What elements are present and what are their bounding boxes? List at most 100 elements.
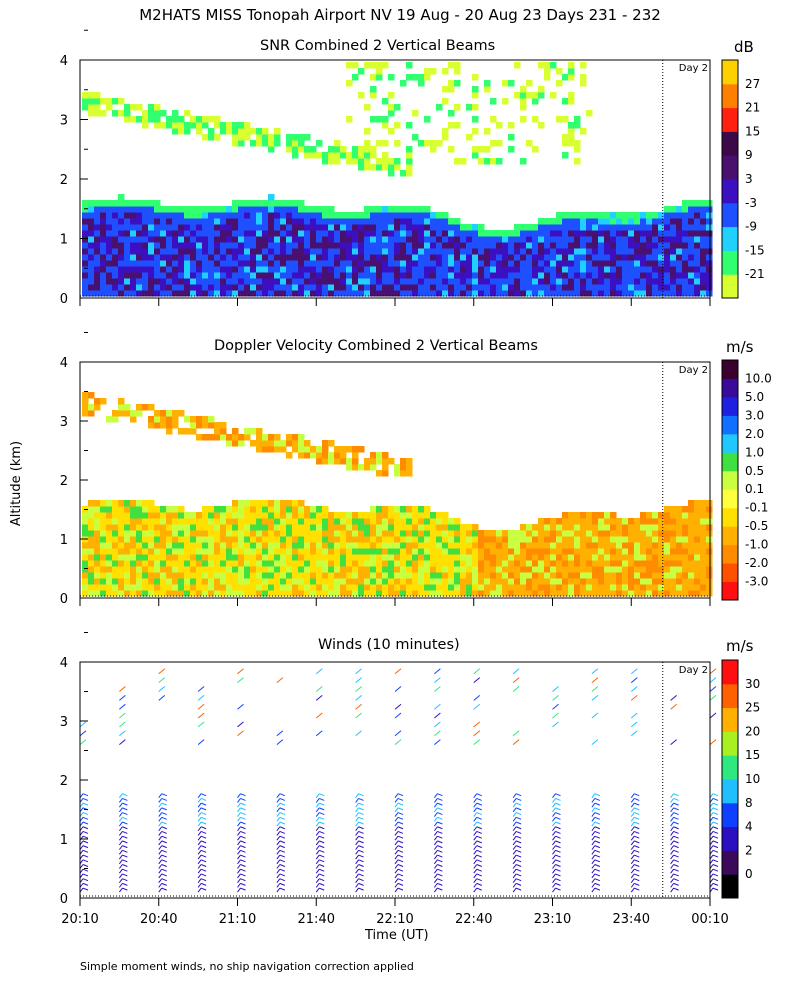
data-cell <box>220 230 227 237</box>
data-cell <box>238 278 245 285</box>
data-cell <box>370 458 377 465</box>
data-cell <box>136 506 143 513</box>
data-cell <box>628 266 635 273</box>
colorbar-swatch <box>722 202 738 228</box>
data-cell <box>334 518 341 525</box>
data-cell <box>256 254 263 261</box>
data-cell <box>496 584 503 591</box>
data-cell <box>586 542 593 549</box>
wind-barb <box>200 868 207 872</box>
wind-barb <box>158 807 163 813</box>
data-cell <box>298 218 305 225</box>
data-cell <box>646 260 653 267</box>
data-cell <box>208 530 215 537</box>
wind-barb <box>319 882 325 886</box>
data-cell <box>106 572 113 579</box>
data-cell <box>574 254 581 261</box>
wind-barb <box>512 854 517 860</box>
data-cell <box>562 230 569 237</box>
data-cell <box>118 554 125 561</box>
data-cell <box>394 560 401 567</box>
data-cell <box>400 458 407 465</box>
data-cell <box>238 434 245 441</box>
wind-barb <box>119 730 126 737</box>
data-cell <box>640 242 647 249</box>
data-cell <box>178 590 185 597</box>
wind-barb <box>434 730 441 737</box>
data-cell <box>280 290 287 297</box>
data-cell <box>136 224 143 231</box>
data-cell <box>268 284 275 291</box>
data-cell <box>154 242 161 249</box>
wind-barb <box>82 849 89 853</box>
data-cell <box>418 542 425 549</box>
data-cell <box>658 560 665 567</box>
data-cell <box>478 248 485 255</box>
wind-barb <box>591 859 596 865</box>
data-cell <box>82 284 89 291</box>
data-cell <box>286 146 293 153</box>
data-cell <box>88 404 95 411</box>
data-cell <box>562 518 569 525</box>
data-cell <box>424 266 431 273</box>
data-cell <box>100 248 107 255</box>
data-cell <box>124 272 131 279</box>
data-cell <box>580 530 587 537</box>
data-cell <box>556 278 563 285</box>
data-cell <box>310 290 317 297</box>
data-cell <box>208 212 215 219</box>
data-cell <box>322 236 329 243</box>
data-cell <box>112 266 119 273</box>
data-cell <box>190 236 197 243</box>
data-cell <box>232 224 239 231</box>
data-cell <box>400 464 407 471</box>
wind-barb <box>594 849 601 853</box>
wind-barb <box>512 868 517 874</box>
data-cell <box>214 572 221 579</box>
wind-barb <box>158 878 163 883</box>
data-cell <box>646 590 653 597</box>
data-cell <box>208 218 215 225</box>
data-cell <box>376 554 383 561</box>
data-cell <box>700 278 707 285</box>
data-cell <box>298 254 305 261</box>
data-cell <box>664 290 671 297</box>
wind-barb <box>122 812 128 816</box>
data-cell <box>364 128 371 135</box>
data-cell <box>118 98 125 105</box>
data-cell <box>688 518 695 525</box>
data-cell <box>286 518 293 525</box>
data-cell <box>580 212 587 219</box>
data-cell <box>574 590 581 597</box>
data-cell <box>538 242 545 249</box>
data-cell <box>412 584 419 591</box>
data-cell <box>664 554 671 561</box>
wind-barb <box>355 802 360 808</box>
data-cell <box>154 518 161 525</box>
data-cell <box>694 536 701 543</box>
data-cell <box>298 212 305 219</box>
data-cell <box>256 548 263 555</box>
data-cell <box>232 524 239 531</box>
data-cell <box>130 416 137 423</box>
data-cell <box>670 242 677 249</box>
data-cell <box>688 200 695 207</box>
data-cell <box>640 254 647 261</box>
data-cell <box>184 530 191 537</box>
data-cell <box>442 578 449 585</box>
data-cell <box>496 272 503 279</box>
data-cell <box>622 590 629 597</box>
data-cell <box>670 560 677 567</box>
data-cell <box>94 404 101 411</box>
wind-barb <box>240 826 246 830</box>
wind-barb <box>237 859 241 865</box>
data-cell <box>562 278 569 285</box>
wind-barb <box>594 864 601 867</box>
data-cell <box>574 290 581 297</box>
data-cell <box>430 230 437 237</box>
data-cell <box>142 278 149 285</box>
data-cell <box>88 572 95 579</box>
wind-barb <box>712 849 719 853</box>
data-cell <box>682 518 689 525</box>
data-cell <box>130 206 137 213</box>
